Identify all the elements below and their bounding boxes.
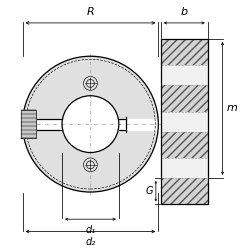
Bar (161, 85, 208, 112)
Bar (161, 85, 208, 112)
Bar (161, 39, 208, 66)
Text: b: b (181, 7, 188, 17)
Bar (161, 178, 208, 204)
Bar (161, 39, 208, 66)
Polygon shape (21, 110, 36, 138)
Bar (161, 112, 208, 132)
Bar (161, 66, 208, 85)
Bar (161, 132, 208, 158)
Bar (161, 158, 208, 178)
Bar (161, 39, 208, 204)
Circle shape (62, 96, 119, 152)
Text: m: m (227, 104, 238, 114)
Text: d₁: d₁ (85, 224, 96, 234)
Bar (161, 132, 208, 158)
Text: d₂: d₂ (85, 237, 96, 247)
Text: R: R (86, 7, 94, 17)
Polygon shape (22, 56, 158, 192)
Text: G: G (146, 186, 153, 196)
Polygon shape (20, 118, 161, 130)
Bar (161, 178, 208, 204)
